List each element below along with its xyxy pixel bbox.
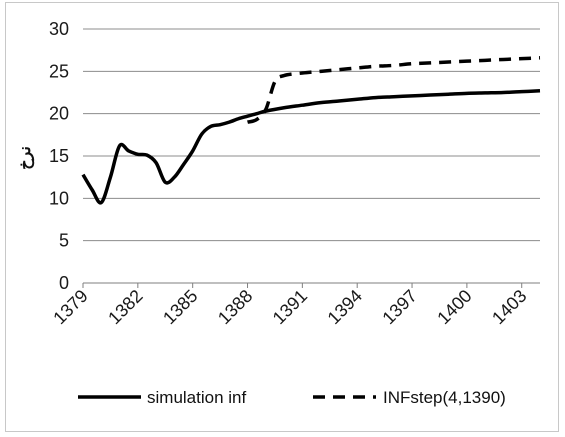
gridlines xyxy=(83,28,540,284)
series-line-infstep xyxy=(247,56,541,124)
y-tick-label: 10 xyxy=(49,188,69,208)
x-tick-label: 1400 xyxy=(433,286,475,328)
y-tick-label: 20 xyxy=(49,104,69,124)
y-tick-label: 15 xyxy=(49,146,69,166)
y-tick-label: 5 xyxy=(59,231,69,251)
x-tick-label: 1391 xyxy=(269,286,311,328)
y-tick-label: 25 xyxy=(49,61,69,81)
x-tick-label: 1385 xyxy=(159,286,201,328)
series-lines xyxy=(81,56,541,205)
x-tick-label: 1394 xyxy=(324,286,366,328)
legend: simulation inf INFstep(4,1390) xyxy=(78,388,506,407)
y-axis-ticks: 0 5 10 15 20 25 30 xyxy=(49,19,69,293)
chart-frame xyxy=(5,2,559,432)
x-axis-ticks: 1379 1382 1385 1388 1391 1394 1397 1400 1403 xyxy=(49,283,531,328)
x-tick-label: 1397 xyxy=(378,286,420,328)
y-tick-label: 30 xyxy=(49,19,69,39)
x-tick-label: 1388 xyxy=(214,286,256,328)
series-line-simulation-inf xyxy=(81,89,541,205)
x-tick-label: 1403 xyxy=(488,286,530,328)
y-axis-label: نرخ xyxy=(17,146,35,170)
y-tick-label: 0 xyxy=(59,273,69,293)
x-tick-label: 1379 xyxy=(49,286,91,328)
legend-label-simulation-inf: simulation inf xyxy=(147,388,246,407)
legend-label-infstep: INFstep(4,1390) xyxy=(383,388,506,407)
x-tick-label: 1382 xyxy=(104,286,146,328)
